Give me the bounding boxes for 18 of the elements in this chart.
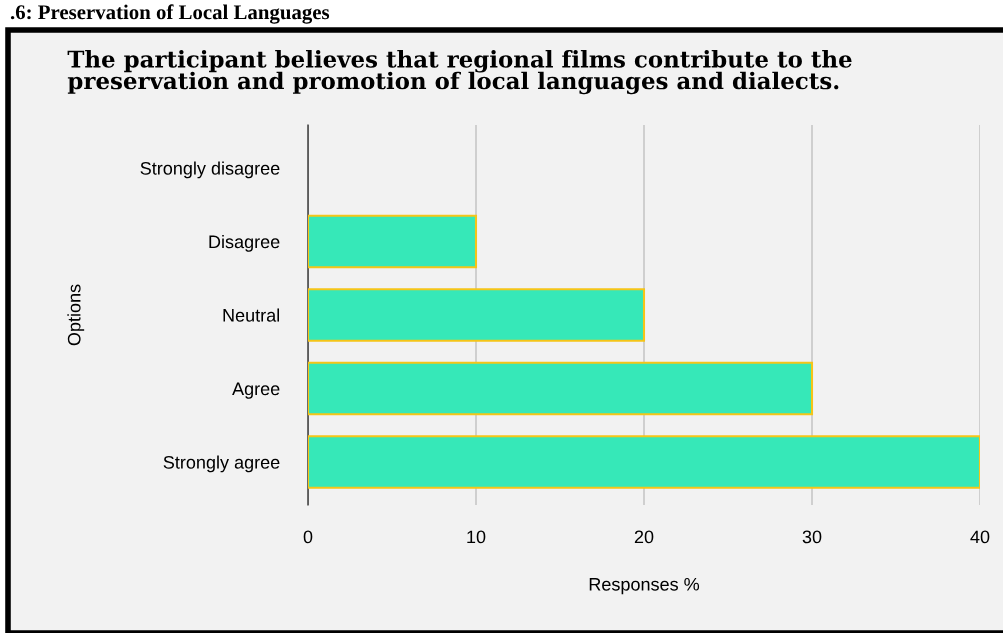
- x-tick-label: 30: [802, 530, 822, 544]
- y-tick-label: Neutral: [223, 308, 280, 322]
- y-tick-label: Agree: [232, 382, 280, 399]
- text: .6: Preservation of Local Languages: [10, 4, 330, 24]
- y-tick-label: Disagree: [209, 234, 280, 252]
- bar: [308, 288, 646, 342]
- x-axis-title: Responses %: [589, 577, 700, 595]
- x-tick-label: 0: [303, 530, 313, 544]
- y-axis-title: Options: [67, 284, 85, 346]
- x-tick-label: 20: [634, 530, 654, 544]
- bar: [308, 214, 478, 269]
- bar: [308, 435, 980, 489]
- chart-title: The participant believes that regional films contribute to the preservation and promotion of local languages and dialects.: [67, 50, 852, 95]
- x-tick-label: 10: [467, 530, 486, 544]
- y-tick-label: Strongly agree: [163, 455, 280, 473]
- x-tick-label: 40: [970, 530, 990, 544]
- y-tick-label: Strongly disagree: [140, 161, 280, 179]
- bar: [308, 361, 814, 416]
